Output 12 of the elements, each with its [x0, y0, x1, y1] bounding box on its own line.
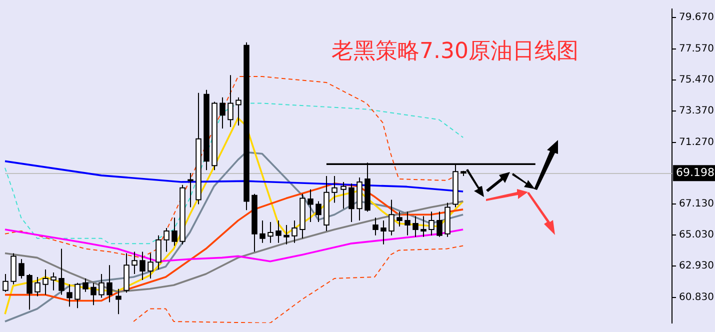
- y-tick-label: 73.370: [679, 106, 714, 117]
- y-tick-label: 60.830: [679, 292, 714, 303]
- y-tick-label: 67.130: [679, 198, 714, 210]
- y-tick-label: 79.670: [679, 12, 714, 24]
- line-series: [133, 245, 464, 323]
- y-tick-label: 77.570: [679, 43, 714, 54]
- y-tick-label: 62.930: [679, 260, 714, 272]
- text: 老黑策略7.30原油日线图: [330, 38, 580, 66]
- y-tick-label: 75.470: [679, 74, 714, 86]
- ref-line-label: 69.198: [676, 166, 714, 179]
- y-tick-label: 65.030: [679, 230, 714, 241]
- y-tick-label: 71.270: [679, 136, 714, 148]
